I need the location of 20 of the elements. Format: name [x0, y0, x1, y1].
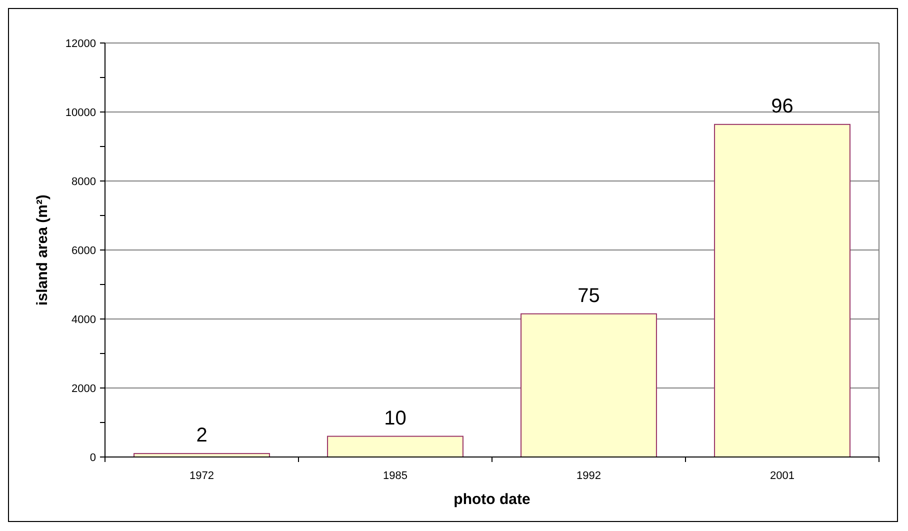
- bar: [520, 313, 657, 458]
- y-tick-label: 6000: [72, 244, 96, 257]
- y-tick-label: 10000: [65, 106, 96, 119]
- y-tick-label: 4000: [72, 314, 96, 326]
- annotation: 2: [196, 424, 208, 447]
- x-tick-label: 1972: [190, 470, 214, 482]
- x-tick-label: 1992: [576, 470, 601, 482]
- bar: [327, 436, 464, 458]
- x-axis-title: photo date: [454, 491, 530, 508]
- y-tick-label: 2000: [72, 382, 96, 395]
- y-axis-title: island area (m²): [34, 194, 51, 306]
- annotation: 96: [771, 95, 794, 118]
- x-tick-label: 1985: [383, 470, 408, 482]
- annotation: 75: [578, 284, 600, 307]
- y-tick-label: 8000: [72, 176, 96, 188]
- y-tick-label: 0: [90, 452, 96, 464]
- bar: [714, 124, 850, 458]
- y-tick-label: 12000: [65, 38, 96, 50]
- annotation: 10: [384, 407, 406, 430]
- x-tick-label: 2001: [770, 470, 794, 482]
